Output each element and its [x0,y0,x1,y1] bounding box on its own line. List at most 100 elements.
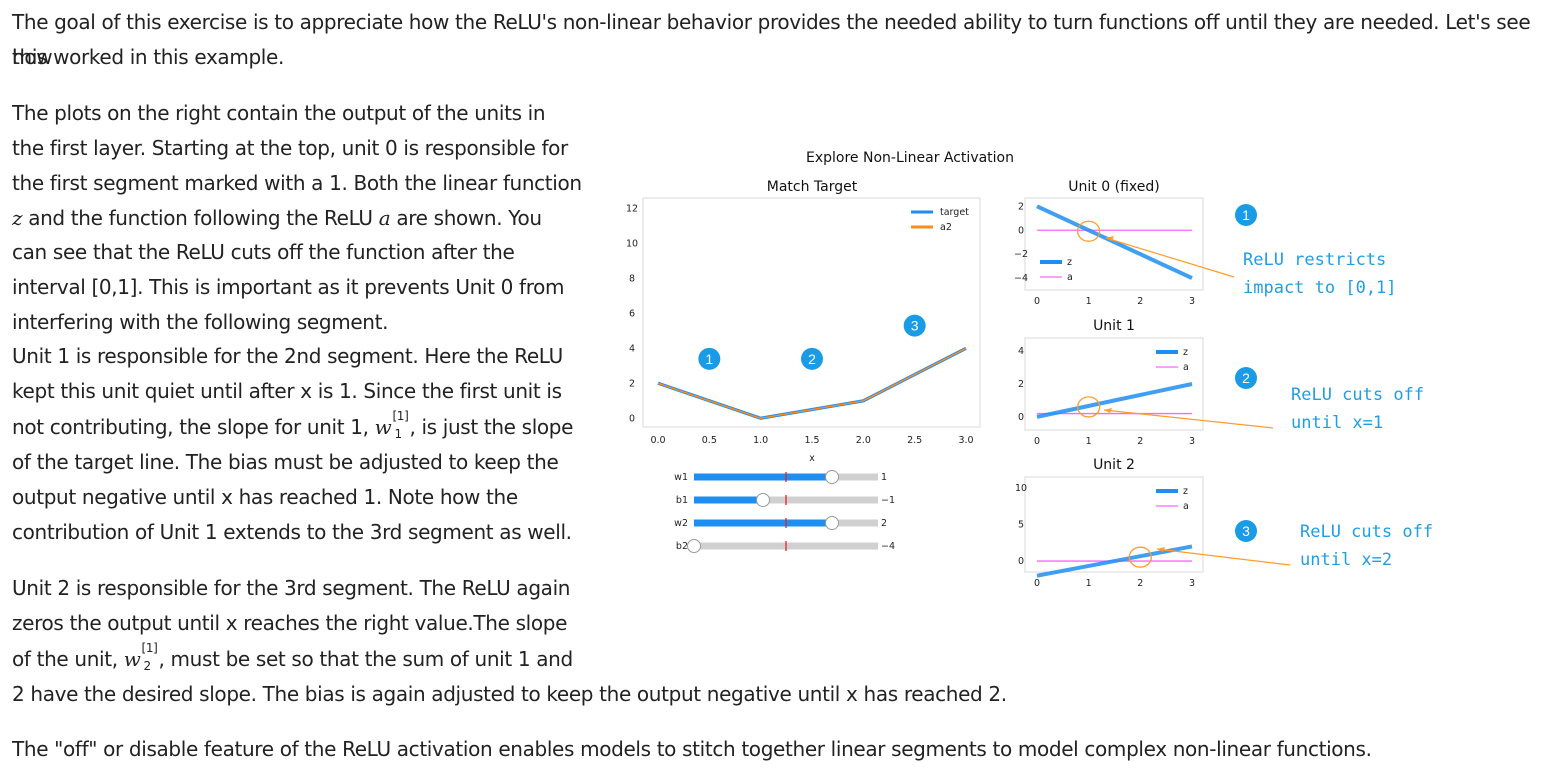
unit-ytick: −4 [1014,273,1028,284]
unit2-post: , must be set so that the sum of unit 1 … [158,647,574,671]
annotation-arrowhead [1104,408,1112,413]
slider-b2-label: b2 [676,541,688,552]
slider-w2[interactable]: w2 2 [674,516,887,530]
main-legend: target a2 [911,207,969,233]
annotation-number: 1 [1242,207,1250,223]
annotation-text: until x=1 [1291,413,1383,433]
slider-b1[interactable]: b1 −1 [676,493,895,507]
series-line-a2 [657,347,967,419]
unit0-line-6: interval [0,1]. This is important as it … [12,275,565,299]
main-ytick: 8 [629,273,635,284]
annotation-pointer [1105,237,1235,278]
unit1-line-5: output negative until x has reached 1. N… [12,485,518,509]
unit-xtick: 2 [1137,578,1143,589]
slider-w1-value: 1 [881,472,887,483]
math-w: w [123,647,141,671]
main-series-group [657,346,967,420]
unit-panel-1: Unit 1 0 1 2 3 4 2 0 za [1018,318,1204,447]
unit-z-line [1036,382,1193,419]
closing-line: The "off" or disable feature of the ReLU… [12,737,1372,761]
legend-z-label: z [1067,257,1072,268]
annotation-text: ReLU restricts [1243,250,1386,270]
slider-w1-handle[interactable] [825,470,839,484]
legend-a-label: a [1183,362,1189,373]
legend-target-label: target [940,207,969,218]
unit-title: Unit 2 [1093,457,1135,473]
unit0-line-2: the first layer. Starting at the top, un… [12,136,568,160]
unit-xtick: 2 [1137,296,1143,307]
unit-legend: za [1156,347,1189,373]
legend-a-label: a [1183,501,1189,512]
match-target-plot: Match Target 0.0 0.5 1.0 1.5 2.0 2.5 3.0 0 2 4 6 8… [626,179,981,464]
slider-b1-label: b1 [676,495,688,506]
math-z: z [12,206,23,230]
unit0-line-4: z and the function following the ReLU a … [12,201,542,236]
main-xtick: 1.0 [753,435,768,446]
unit-xtick: 3 [1189,578,1195,589]
main-xtick: 1.5 [804,435,819,446]
unit-xtick: 3 [1189,436,1195,447]
slider-b1-handle[interactable] [756,493,770,507]
math-w: w [374,415,392,439]
segment-marker-1 [698,347,721,370]
legend-a2-label: a2 [940,222,952,233]
annotation-number: 2 [1242,370,1250,386]
unit-ytick: 4 [1018,346,1024,357]
figure-suptitle: Explore Non-Linear Activation [806,150,1014,166]
slider-w2-value: 2 [881,518,887,529]
main-xlabel: x [809,453,815,464]
annotation-arrowhead [1106,236,1114,241]
unit1-line-2: kept this unit quiet until after x is 1.… [12,379,562,403]
annotation-text: ReLU cuts off [1300,522,1433,542]
slider-b2[interactable]: b2 −4 [676,539,895,553]
slider-w2-label: w2 [674,518,688,529]
main-title: Match Target [767,179,858,195]
unit2-line-1: Unit 2 is responsible for the 3rd segmen… [12,576,571,600]
main-ytick: 0 [629,413,635,424]
relu-annotations: 1 ReLU restricts impact to [0,1] 2 ReLU cuts… [1103,204,1433,570]
unit-ytick: 0 [1018,225,1024,236]
main-ytick: 2 [629,378,635,389]
segment-marker-label: 3 [911,318,919,334]
unit-legend: za [1040,257,1073,283]
main-axes-frame [642,197,981,428]
unit-ytick: 5 [1018,520,1024,531]
unit0-end: are shown. You [396,206,542,230]
slider-b2-handle[interactable] [687,539,701,553]
unit2-pre: of the unit, [12,647,118,671]
unit1-line-6: contribution of Unit 1 extends to the 3r… [12,520,572,544]
slider-w1[interactable]: w1 1 [674,470,887,484]
unit-highlight-circle [1077,396,1101,418]
unit-legend: za [1156,486,1189,512]
unit0-line-3: the first segment marked with a 1. Both … [12,171,582,195]
annotation-2: 2 ReLU cuts off until x=1 [1103,367,1424,433]
slider-b2-value: −4 [881,541,895,552]
unit0-line-7: interfering with the following segment. [12,310,389,334]
unit1-post: , is just the slope [409,415,574,439]
slider-w2-handle[interactable] [825,516,839,530]
math-w1-index: [1] 1 [391,410,409,440]
main-xtick: 0.0 [650,435,665,446]
main-ytick: 6 [629,308,635,319]
annotation-1: 1 ReLU restricts impact to [0,1] [1105,204,1397,298]
unit-xtick: 3 [1189,296,1195,307]
intro-line-1: The goal of this exercise is to apprecia… [12,10,1531,69]
unit-highlight-circle [1128,546,1152,568]
main-ytick: 10 [626,238,638,249]
unit-xtick: 1 [1086,436,1092,447]
unit-xtick: 0 [1034,296,1040,307]
math-a: a [378,206,391,230]
main-xtick: 3.0 [958,435,973,446]
segment-marker-3 [903,314,926,337]
main-ytick: 12 [626,203,638,214]
main-xtick-labels: 0.0 0.5 1.0 1.5 2.0 2.5 3.0 [650,435,973,446]
unit-xtick: 1 [1086,296,1092,307]
math-w2-sub: 2 [143,658,152,673]
unit-panel-2: Unit 2 0 1 2 3 10 5 0 za [1015,457,1204,589]
annotation-text: impact to [0,1] [1243,278,1397,298]
main-segment-markers: 1 2 3 [698,314,926,370]
unit-panel-0: Unit 0 (fixed) 0 1 2 3 2 0 −2 −4 za [1014,179,1204,307]
annotation-arrowhead [1157,547,1165,552]
